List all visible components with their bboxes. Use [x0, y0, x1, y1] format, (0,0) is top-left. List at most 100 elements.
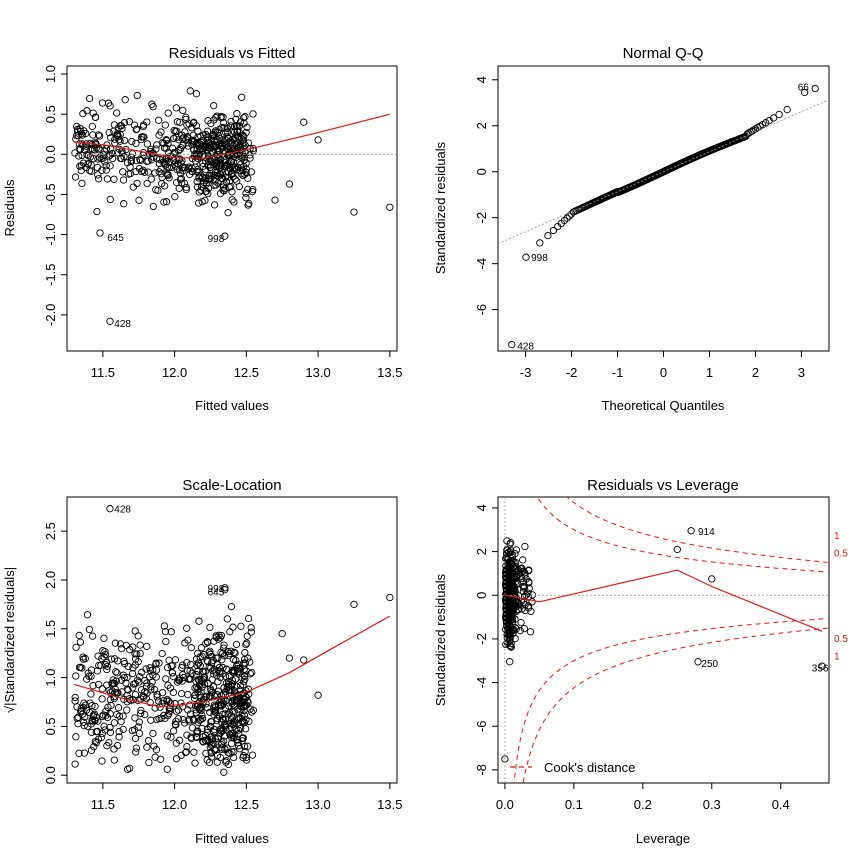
rvf-point [111, 135, 119, 143]
rvf-point [190, 152, 199, 160]
sl-point [106, 696, 115, 704]
sl-point [100, 722, 108, 730]
rvf-point [233, 177, 241, 185]
rvl-y-tick-label: -6 [474, 720, 489, 732]
sl-point [103, 662, 112, 671]
sl-point [101, 726, 109, 734]
sl-point [246, 658, 254, 666]
sl-point [87, 672, 95, 680]
qq-point [749, 126, 758, 134]
rvf-point [233, 127, 241, 135]
sl-point [221, 724, 230, 732]
rvf-lines: 645 998 428 [67, 113, 397, 330]
sl-point [163, 732, 172, 740]
sl-point [183, 731, 191, 739]
rvf-point [188, 164, 196, 172]
rvl-point [517, 572, 525, 580]
rvf-point [95, 132, 104, 140]
sl-point [219, 669, 227, 678]
sl-point [205, 663, 213, 671]
sl-point [155, 659, 163, 667]
rvf-point [241, 170, 249, 179]
rvf-point [171, 193, 179, 201]
qq-point [746, 128, 754, 136]
rvf-label-998: 998 [208, 234, 225, 245]
sl-point [118, 644, 126, 653]
rvf-point [179, 106, 187, 115]
rvf-point [213, 135, 221, 143]
sl-point [103, 713, 112, 722]
sl-point [109, 676, 117, 684]
sl-point [79, 718, 88, 726]
sl-point [181, 719, 189, 727]
sl-point [123, 673, 131, 682]
rvf-label-645: 645 [107, 233, 124, 244]
sl-point [212, 633, 221, 642]
sl-point [243, 632, 251, 640]
sl-point [217, 702, 225, 710]
rvl-lines [498, 497, 829, 783]
sl-point [224, 682, 232, 690]
sl-point [174, 715, 183, 723]
qq-y-tick-label: -4 [474, 258, 489, 270]
rvf-point [135, 164, 144, 173]
qq-point [522, 253, 530, 261]
rvf-point [94, 155, 102, 163]
sl-point [198, 714, 207, 723]
qq-x-tick-label: 2 [752, 365, 759, 380]
sl-point [102, 712, 110, 720]
sl-point [137, 706, 145, 715]
rvf-point [217, 112, 225, 121]
rvf-point [200, 178, 208, 187]
sl-point [72, 733, 80, 741]
sl-point [162, 675, 170, 683]
sl-point [158, 689, 167, 697]
rvf-point [193, 145, 201, 153]
sl-point [131, 650, 139, 658]
rvf-point [175, 136, 183, 144]
sl-point [198, 724, 206, 733]
sl-point [224, 647, 232, 656]
sl-point [134, 696, 142, 705]
sl-point [227, 739, 236, 748]
sl-point [200, 680, 209, 688]
rvf-point [106, 162, 114, 170]
rvf-y-tick-label: -1.0 [43, 223, 58, 245]
rvl-point [503, 611, 512, 619]
sl-point [134, 632, 142, 640]
sl-point [202, 692, 211, 700]
sl-point [108, 679, 116, 688]
sl-points [71, 505, 394, 776]
rvf-point [216, 171, 225, 179]
rvf-point [300, 118, 308, 126]
sl-point [192, 706, 200, 714]
sl-point [210, 701, 219, 709]
sl-point [235, 715, 243, 723]
sl-point [174, 706, 183, 714]
sl-point [184, 690, 192, 699]
rvf-point [212, 113, 220, 122]
rvf-y-axis-label: Residuals [2, 179, 17, 237]
rvl-point [514, 605, 523, 613]
sl-point [123, 765, 132, 773]
rvf-point [224, 142, 232, 151]
rvf-point [216, 156, 225, 164]
rvf-point [125, 118, 134, 126]
sl-point [98, 757, 106, 765]
rvl-point [694, 658, 702, 666]
rvf-y-tick-label: -0.5 [43, 183, 58, 205]
sl-point [115, 733, 123, 741]
rvf-point [79, 159, 88, 167]
sl-point [203, 725, 212, 733]
rvl-point [504, 639, 512, 648]
sl-point [173, 678, 182, 686]
rvf-point [160, 198, 168, 206]
sl-point [144, 737, 153, 745]
rvl-ticks: 0.0 0.1 0.2 0.3 0.4 -8 -6 -4 -2 0 2 4 [474, 504, 790, 812]
sl-point [195, 617, 203, 625]
rvf-point [160, 139, 168, 148]
sl-point [98, 695, 106, 703]
sl-point [226, 750, 234, 758]
sl-point [220, 737, 228, 745]
